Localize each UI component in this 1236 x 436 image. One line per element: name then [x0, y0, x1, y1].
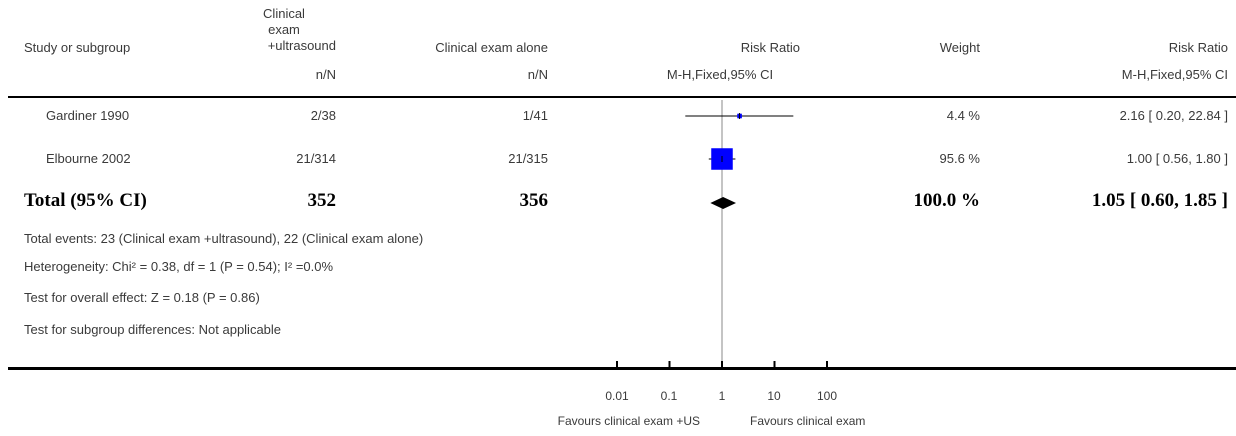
study-name-2: Elbourne 2002 [46, 151, 131, 166]
header-study-label: Study or subgroup [24, 40, 131, 55]
footnote-subgroup: Test for subgroup differences: Not appli… [24, 322, 282, 337]
total-weight: 100.0 % [913, 190, 981, 211]
header-rule [8, 96, 1236, 98]
study-group1-2: 21/314 [296, 151, 336, 166]
footnote-heterogeneity: Heterogeneity: Chi² = 0.38, df = 1 (P = … [24, 259, 334, 274]
study-weight-2: 95.6 % [939, 151, 980, 166]
study-ci-2: 1.00 [ 0.56, 1.80 ] [1126, 151, 1228, 166]
study-weight-1: 4.4 % [946, 108, 980, 123]
header-nN-1: n/N [315, 67, 336, 82]
total-group1: 352 [307, 190, 337, 211]
header-method: M-H,Fixed,95% CI [666, 67, 774, 82]
favours-right-label: Favours clinical exam [750, 414, 866, 428]
total-ci: 1.05 [ 0.60, 1.85 ] [1091, 190, 1228, 211]
header-group2-label: Clinical exam alone [435, 40, 548, 55]
header-method-2: M-H,Fixed,95% CI [1121, 67, 1228, 82]
axis-rule [8, 367, 1236, 370]
header-group1-line3: +ultrasound [267, 38, 336, 53]
header-effect-label: Risk Ratio [740, 40, 800, 55]
header-effect-label-2: Risk Ratio [1168, 40, 1228, 55]
study-ci-1: 2.16 [ 0.20, 22.84 ] [1119, 108, 1228, 123]
header-weight-label: Weight [939, 40, 980, 55]
tick-label-10: 10 [767, 389, 781, 403]
study-group1-1: 2/38 [310, 108, 336, 123]
study-group2-2: 21/315 [508, 151, 548, 166]
pooled-effect-diamond [710, 197, 737, 209]
header-group1-line2: exam [268, 22, 300, 37]
tick-label-0.01: 0.01 [605, 389, 629, 403]
footnote-overall-effect: Test for overall effect: Z = 0.18 (P = 0… [24, 290, 260, 305]
footnote-events: Total events: 23 (Clinical exam +ultraso… [24, 231, 424, 246]
total-label: Total (95% CI) [24, 190, 147, 211]
tick-label-100: 100 [816, 389, 838, 403]
header-group1-line1: Clinical [263, 6, 305, 21]
tick-label-0.1: 0.1 [660, 389, 678, 403]
tick-label-1: 1 [718, 389, 726, 403]
total-group2: 356 [519, 190, 549, 211]
study-name-1: Gardiner 1990 [46, 108, 130, 123]
study-group2-1: 1/41 [522, 108, 548, 123]
favours-left-label: Favours clinical exam +US [557, 414, 700, 428]
header-nN-2: n/N [527, 67, 548, 82]
